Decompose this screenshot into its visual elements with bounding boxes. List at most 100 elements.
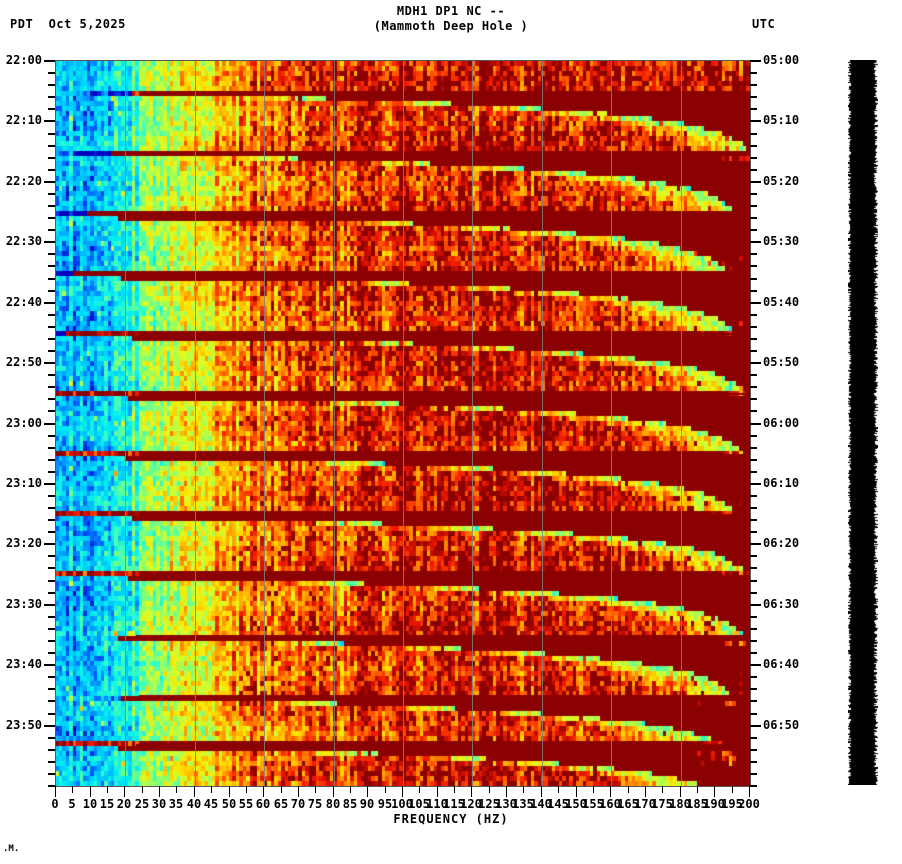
frequency-tick-minor [489, 786, 490, 793]
time-tick-major [750, 423, 761, 425]
time-tick-major [750, 664, 761, 666]
time-tick-major [44, 120, 55, 122]
frequency-tick-minor [107, 786, 108, 793]
time-tick-minor [750, 338, 757, 340]
time-tick-minor [48, 447, 55, 449]
frequency-label: 10 [82, 797, 98, 811]
time-tick-minor [750, 507, 757, 509]
frequency-label: 180 [669, 797, 691, 811]
time-tick-minor [48, 628, 55, 630]
frequency-tick-major [506, 786, 507, 797]
frequency-label: 115 [443, 797, 465, 811]
time-label-utc: 05:10 [763, 113, 800, 127]
time-tick-minor [750, 326, 757, 328]
time-tick-minor [750, 640, 757, 642]
time-tick-minor [48, 84, 55, 86]
frequency-label: 190 [703, 797, 725, 811]
time-tick-minor [48, 700, 55, 702]
time-tick-minor [750, 628, 757, 630]
time-tick-major [750, 543, 761, 545]
time-tick-major [750, 362, 761, 364]
frequency-tick-minor [662, 786, 663, 793]
frequency-tick-major [471, 786, 472, 797]
time-tick-minor [48, 555, 55, 557]
frequency-label: 150 [565, 797, 587, 811]
time-label-pdt: 23:00 [5, 416, 42, 430]
header: PDT Oct 5,2025 MDH1 DP1 NC -- (Mammoth D… [0, 0, 902, 50]
frequency-axis: 0 5 10 15 20 25 30 35 40 45 50 55 60 65 70 75 80 85 90 95 10… [0, 786, 902, 826]
time-tick-minor [750, 145, 757, 147]
corner-mark: .M. [3, 844, 20, 854]
time-tick-major [44, 664, 55, 666]
time-tick-minor [750, 96, 757, 98]
time-label-utc: 06:30 [763, 597, 800, 611]
time-label-utc: 05:40 [763, 295, 800, 309]
time-tick-minor [48, 229, 55, 231]
frequency-tick-major [263, 786, 264, 797]
time-tick-minor [48, 688, 55, 690]
time-tick-minor [48, 205, 55, 207]
time-label-pdt: 22:20 [5, 174, 42, 188]
spectrogram-image [56, 61, 750, 786]
frequency-tick-minor [176, 786, 177, 793]
time-tick-major [44, 604, 55, 606]
frequency-tick-minor [454, 786, 455, 793]
time-tick-minor [48, 314, 55, 316]
frequency-label: 65 [273, 797, 289, 811]
time-tick-minor [48, 507, 55, 509]
time-tick-major [44, 725, 55, 727]
time-label-utc: 06:50 [763, 718, 800, 732]
frequency-label: 60 [255, 797, 271, 811]
frequency-tick-major [367, 786, 368, 797]
time-tick-minor [48, 290, 55, 292]
time-tick-minor [750, 713, 757, 715]
time-tick-minor [48, 265, 55, 267]
time-tick-minor [750, 374, 757, 376]
time-tick-minor [750, 72, 757, 74]
time-tick-minor [48, 773, 55, 775]
time-tick-minor [750, 435, 757, 437]
time-tick-minor [48, 350, 55, 352]
time-tick-minor [750, 519, 757, 521]
frequency-label: 155 [582, 797, 604, 811]
frequency-label: 75 [307, 797, 323, 811]
time-label-pdt: 23:20 [5, 536, 42, 550]
time-tick-major [750, 302, 761, 304]
time-tick-major [750, 725, 761, 727]
time-tick-major [750, 604, 761, 606]
time-tick-minor [48, 193, 55, 195]
frequency-tick-major [333, 786, 334, 797]
page-title: MDH1 DP1 NC -- [396, 4, 506, 18]
frequency-tick-major [298, 786, 299, 797]
time-tick-minor [750, 495, 757, 497]
time-tick-minor [48, 217, 55, 219]
frequency-tick-minor [628, 786, 629, 793]
time-tick-minor [750, 737, 757, 739]
frequency-label: 185 [686, 797, 708, 811]
frequency-tick-minor [385, 786, 386, 793]
frequency-tick-minor [142, 786, 143, 793]
time-tick-minor [750, 84, 757, 86]
frequency-label: 100 [391, 797, 413, 811]
time-label-pdt: 23:50 [5, 718, 42, 732]
time-tick-minor [750, 253, 757, 255]
time-label-pdt: 22:30 [5, 234, 42, 248]
time-tick-minor [750, 785, 757, 787]
time-tick-minor [750, 229, 757, 231]
time-tick-minor [750, 676, 757, 678]
time-tick-major [44, 181, 55, 183]
time-tick-minor [750, 169, 757, 171]
time-tick-minor [48, 676, 55, 678]
time-tick-minor [48, 567, 55, 569]
frequency-label: 130 [495, 797, 517, 811]
time-tick-minor [750, 410, 757, 412]
time-tick-minor [750, 157, 757, 159]
time-tick-minor [48, 398, 55, 400]
header-left-timezone-date: PDT Oct 5,2025 [10, 17, 126, 31]
frequency-label: 95 [377, 797, 393, 811]
frequency-label: 50 [221, 797, 237, 811]
time-tick-minor [48, 157, 55, 159]
time-label-utc: 05:30 [763, 234, 800, 248]
time-tick-minor [750, 555, 757, 557]
time-tick-major [750, 120, 761, 122]
